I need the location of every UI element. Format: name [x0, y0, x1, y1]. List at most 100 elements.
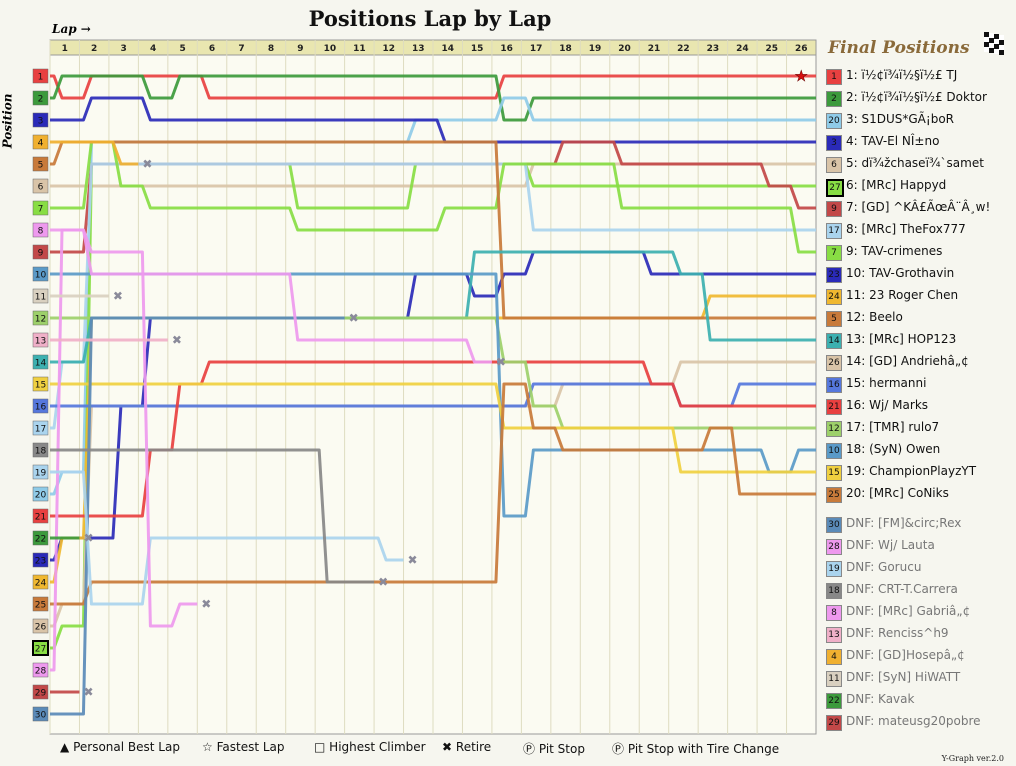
square-icon: □ — [314, 740, 326, 754]
legend-entry: 20: [MRc] CoNiks — [846, 486, 949, 500]
retire-marker: ✖ — [83, 531, 93, 545]
retire-marker: ✖ — [201, 597, 211, 611]
retire-marker: ✖ — [496, 355, 506, 369]
grid-position-number: 7 — [38, 205, 44, 215]
lap-tick-label: 2 — [91, 44, 97, 54]
retire-marker: ✖ — [113, 289, 123, 303]
flag-square — [984, 37, 989, 42]
grid-position-badge — [32, 640, 49, 656]
flag-square — [984, 47, 989, 52]
legend-entry: 15: hermanni — [846, 376, 927, 390]
pit-tire-icon: Ⓟ — [612, 742, 625, 756]
grid-position-number: 10 — [35, 271, 47, 281]
legend-dnf-entry: DNF: Wj/ Lauta — [846, 538, 935, 552]
legend-entry: 6: [MRc] Happyd — [846, 178, 947, 192]
version-label: Y-Graph ver.2.0 — [941, 754, 1004, 763]
series-line — [50, 96, 816, 144]
legend-badge: 3 — [826, 135, 842, 151]
legend-dnf-entry: DNF: Gorucu — [846, 560, 922, 574]
grid-position-badge — [32, 178, 49, 194]
series-line — [50, 470, 404, 606]
legend-badge: 29 — [826, 715, 842, 731]
grid-position-number: 14 — [35, 359, 47, 369]
series-line — [50, 140, 816, 254]
grid-position-number: 24 — [35, 579, 47, 589]
retire-marker: ✖ — [378, 575, 388, 589]
grid-position-number: 27 — [35, 645, 46, 655]
lap-tick-label: 13 — [412, 44, 425, 54]
flag-square — [984, 32, 989, 37]
grid-position-badge — [32, 112, 49, 128]
retire-marker: ✖ — [83, 685, 93, 699]
flag-square — [989, 38, 994, 43]
legend-dnf-entry: DNF: CRT-T.Carrera — [846, 582, 958, 596]
legend-entry: 3: S1DUS*GÃ¡boR — [846, 112, 954, 126]
legend-badge: 7 — [826, 245, 842, 261]
legend-entry: 18: (SyN) Owen — [846, 442, 941, 456]
retire-marker: ✖ — [408, 553, 418, 567]
grid-position-number: 8 — [38, 227, 44, 237]
legend-entry: 7: [GD] ^KÂ£ÃœÂ¨Â¸w! — [846, 200, 991, 214]
grid-position-badge — [32, 354, 49, 370]
key-pit-stop-label: Pit Stop — [538, 742, 585, 756]
lap-tick-label: 15 — [471, 44, 484, 54]
grid-position-number: 13 — [35, 337, 46, 347]
lap-tick-label: 8 — [268, 44, 274, 54]
grid-position-badge — [32, 134, 49, 150]
flag-square — [994, 34, 999, 39]
key-retire-label: Retire — [455, 740, 492, 754]
chart-title: Positions Lap by Lap — [308, 6, 552, 31]
grid-position-badge — [32, 662, 49, 678]
grid-position-number: 3 — [38, 117, 44, 127]
grid-position-badge — [32, 596, 49, 612]
legend-badge: 9 — [826, 201, 842, 217]
triangle-icon: ▲ — [60, 740, 70, 754]
flag-square — [984, 42, 989, 47]
grid-position-badge — [32, 398, 49, 414]
grid-position-badge — [32, 310, 49, 326]
grid-position-badge — [32, 508, 49, 524]
flag-square — [989, 43, 994, 48]
position-axis-text: Position — [0, 93, 15, 149]
grid-position-badge — [32, 156, 49, 172]
legend-badge: 6 — [826, 157, 842, 173]
legend-dnf-entry: DNF: mateusg20pobre — [846, 714, 981, 728]
grid-position-badge — [32, 442, 49, 458]
legend-entry: 8: [MRc] TheFox777 — [846, 222, 966, 236]
legend-entry: 17: [TMR] rulo7 — [846, 420, 940, 434]
legend-entry: 16: Wj/ Marks — [846, 398, 929, 412]
legend-badge: 30 — [826, 517, 842, 533]
flag-square — [994, 39, 999, 44]
grid-position-badge — [32, 332, 49, 348]
series-line — [50, 162, 816, 430]
key-pit-stop: Ⓟ Pit Stop — [523, 740, 585, 757]
legend-dnf-entry: DNF: Kavak — [846, 692, 915, 706]
legend-badge: 11 — [826, 671, 842, 687]
legend-badge: 21 — [826, 399, 842, 415]
key-highest-climber-label: Highest Climber — [329, 740, 426, 754]
legend-badge: 5 — [826, 311, 842, 327]
legend-badge: 28 — [826, 539, 842, 555]
lap-tick-label: 5 — [179, 44, 185, 54]
grid-position-number: 5 — [38, 161, 44, 171]
grid-position-number: 4 — [38, 139, 44, 149]
legend-entry: 13: [MRc] HOP123 — [846, 332, 957, 346]
retire-marker: ✖ — [349, 311, 359, 325]
final-positions-title: Final Positions — [828, 38, 970, 58]
grid-position-number: 22 — [35, 535, 46, 545]
grid-position-badge — [32, 266, 49, 282]
key-personal-best-label: Personal Best Lap — [73, 740, 180, 754]
lap-tick-label: 10 — [324, 44, 337, 54]
flag-square — [999, 35, 1004, 40]
lap-tick-label: 12 — [383, 44, 396, 54]
legend-badge: 8 — [826, 605, 842, 621]
grid-position-number: 12 — [35, 315, 46, 325]
series-line — [50, 228, 198, 628]
grid-position-number: 25 — [35, 601, 46, 611]
lap-tick-label: 1 — [62, 44, 68, 54]
series-line — [50, 448, 375, 584]
grid-position-badge — [32, 486, 49, 502]
grid-position-badge — [32, 684, 49, 700]
grid-position-badge — [32, 90, 49, 106]
legend-entry: 2: ï½¢ï¾ï½§ï½£ Doktor — [846, 90, 987, 104]
